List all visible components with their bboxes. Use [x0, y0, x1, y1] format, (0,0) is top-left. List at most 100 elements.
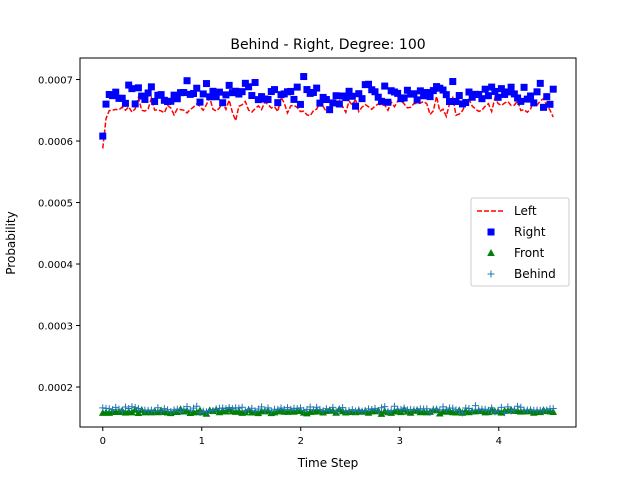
series-behind	[99, 402, 557, 417]
data-point-right	[287, 87, 295, 95]
data-point-behind	[167, 408, 175, 416]
data-point-behind	[258, 403, 266, 411]
data-point-behind	[209, 407, 217, 415]
data-point-right	[300, 73, 308, 81]
data-point-right	[125, 81, 133, 89]
data-point-right	[488, 83, 496, 91]
data-point-behind	[131, 403, 139, 411]
data-point-behind	[219, 404, 227, 412]
legend-item-behind: Behind	[487, 267, 556, 281]
data-point-right	[520, 83, 528, 91]
data-point-behind	[134, 404, 142, 412]
data-point-right	[475, 90, 483, 98]
data-point-behind	[507, 407, 515, 415]
data-point-behind	[390, 402, 398, 410]
data-point-right	[497, 85, 505, 93]
data-point-behind	[413, 406, 421, 414]
data-point-behind	[241, 407, 249, 415]
data-point-behind	[160, 405, 168, 413]
data-point-behind	[543, 406, 551, 414]
series-right	[99, 73, 557, 140]
data-point-right	[296, 100, 304, 108]
data-point-right	[293, 83, 301, 91]
data-point-right	[248, 92, 256, 100]
data-point-front	[192, 408, 201, 416]
data-point-right	[549, 85, 557, 93]
data-point-right	[400, 94, 408, 102]
data-point-behind	[348, 406, 356, 414]
data-point-right	[540, 103, 548, 111]
y-tick-label: 0.0006	[38, 137, 73, 148]
data-point-behind	[514, 402, 522, 410]
data-point-right	[131, 100, 139, 108]
data-point-right	[219, 99, 227, 107]
data-point-right	[147, 83, 155, 91]
data-point-right	[442, 91, 450, 99]
data-point-right	[332, 92, 340, 100]
data-point-right	[345, 87, 353, 95]
data-point-right	[190, 90, 198, 98]
data-point-behind	[183, 403, 191, 411]
legend-label: Front	[514, 246, 545, 260]
data-point-behind	[277, 404, 285, 412]
data-point-behind	[283, 404, 291, 412]
data-point-behind	[212, 405, 220, 413]
data-point-behind	[517, 403, 525, 411]
data-point-behind	[196, 408, 204, 416]
data-point-behind	[387, 406, 395, 414]
x-tick-label: 2	[298, 436, 304, 447]
data-point-behind	[481, 405, 489, 413]
data-point-behind	[384, 408, 392, 416]
data-point-right	[533, 88, 541, 96]
data-point-behind	[329, 403, 337, 411]
data-point-right	[128, 85, 136, 93]
data-point-behind	[339, 404, 347, 412]
data-point-behind	[121, 403, 129, 411]
x-axis-label: Time Step	[297, 456, 359, 470]
data-point-right	[118, 94, 126, 102]
data-point-behind	[228, 405, 236, 413]
data-point-right	[510, 90, 518, 98]
data-point-right	[462, 99, 470, 107]
y-axis: 0.0002 0.0003 0.0004 0.0005 0.0006 0.0007	[38, 76, 80, 394]
data-point-right	[394, 89, 402, 97]
data-point-right	[316, 99, 324, 107]
y-axis-label: Probability	[4, 211, 18, 274]
data-point-right	[423, 89, 431, 97]
data-point-right	[309, 88, 317, 96]
data-point-right	[377, 97, 385, 105]
data-point-behind	[267, 407, 275, 415]
legend-label: Left	[514, 204, 537, 218]
data-point-behind	[365, 405, 373, 413]
data-point-right	[183, 77, 191, 85]
legend-box	[470, 197, 570, 287]
data-point-behind	[377, 404, 385, 412]
legend: Left Right Front Behind	[470, 197, 570, 287]
chart-title: Behind - Right, Degree: 100	[230, 37, 425, 53]
data-point-right	[352, 102, 360, 110]
data-point-behind	[371, 404, 379, 412]
data-point-right	[504, 88, 512, 96]
data-point-right	[202, 80, 210, 88]
data-point-behind	[235, 404, 243, 412]
data-point-right	[199, 90, 207, 98]
data-point-right	[481, 85, 489, 93]
data-point-behind	[433, 405, 441, 413]
data-point-behind	[549, 405, 557, 413]
data-point-right	[251, 78, 259, 86]
data-point-behind	[287, 405, 295, 413]
data-point-right	[206, 93, 214, 101]
data-point-right	[484, 92, 492, 100]
data-point-right	[455, 92, 463, 100]
data-point-right	[245, 83, 253, 91]
data-point-right	[102, 100, 110, 108]
data-point-behind	[368, 406, 376, 414]
data-point-behind	[468, 407, 476, 415]
y-tick-label: 0.0004	[38, 260, 73, 271]
axes-frame	[79, 57, 577, 428]
data-point-right	[212, 93, 220, 101]
data-point-behind	[397, 405, 405, 413]
data-point-behind	[436, 406, 444, 414]
data-point-right	[410, 90, 418, 98]
data-point-right	[303, 86, 311, 94]
